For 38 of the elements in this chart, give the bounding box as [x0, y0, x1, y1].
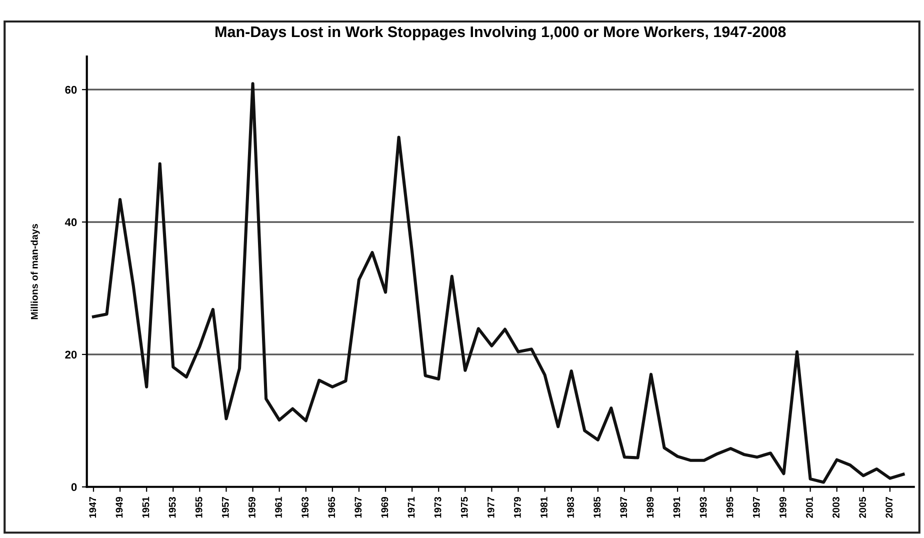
x-tick-label: 1961 [275, 496, 282, 518]
x-tick-label: 1965 [328, 496, 336, 518]
x-tick-label: 1969 [381, 496, 388, 518]
x-tick-label: 1973 [434, 496, 442, 518]
x-tick-label: 1983 [567, 496, 574, 518]
x-tick-label: 1989 [646, 496, 654, 518]
x-tick-label: 1953 [168, 496, 176, 518]
line-series [92, 82, 905, 484]
x-tick-label: 1951 [142, 496, 150, 518]
x-tick-label: 1993 [700, 496, 707, 518]
x-tick-label: 1967 [354, 497, 362, 518]
x-tick-label: 2001 [806, 496, 813, 518]
y-tick-label: 20 [65, 350, 77, 359]
x-tick-label: 1981 [540, 496, 548, 518]
x-tick-label: 1999 [779, 496, 786, 518]
x-tick-label: 1949 [116, 496, 123, 518]
y-tick-label: 0 [71, 483, 77, 492]
x-tick-label: 1963 [302, 496, 309, 518]
x-tick-label: 2005 [859, 496, 866, 518]
x-tick-label: 1985 [594, 496, 601, 518]
y-axis-title: Millions of man-days [30, 224, 40, 320]
x-tick-label: 1987 [620, 497, 628, 518]
x-tick-label: 1955 [195, 496, 202, 518]
x-tick-label: 1997 [752, 497, 760, 518]
x-tick-label: 1959 [248, 496, 256, 518]
chart-title: Man-Days Lost in Work Stoppages Involving 1,000 or More Workers, 1947-2008 [216, 26, 786, 40]
x-tick-label: 1995 [726, 496, 734, 518]
x-tick-label: 1979 [514, 496, 521, 518]
y-tick-label: 40 [64, 218, 77, 226]
x-tick-label: 1977 [487, 497, 494, 518]
x-tick-label: 1991 [673, 496, 680, 518]
x-tick-label: 1975 [460, 496, 468, 518]
x-tick-label: 1947 [89, 497, 96, 518]
x-tick-label: 1971 [408, 496, 415, 518]
x-tick-label: 1957 [222, 497, 229, 518]
y-tick-label: 60 [65, 86, 77, 94]
x-tick-label: 2007 [886, 497, 893, 518]
x-tick-label: 2003 [832, 496, 840, 518]
